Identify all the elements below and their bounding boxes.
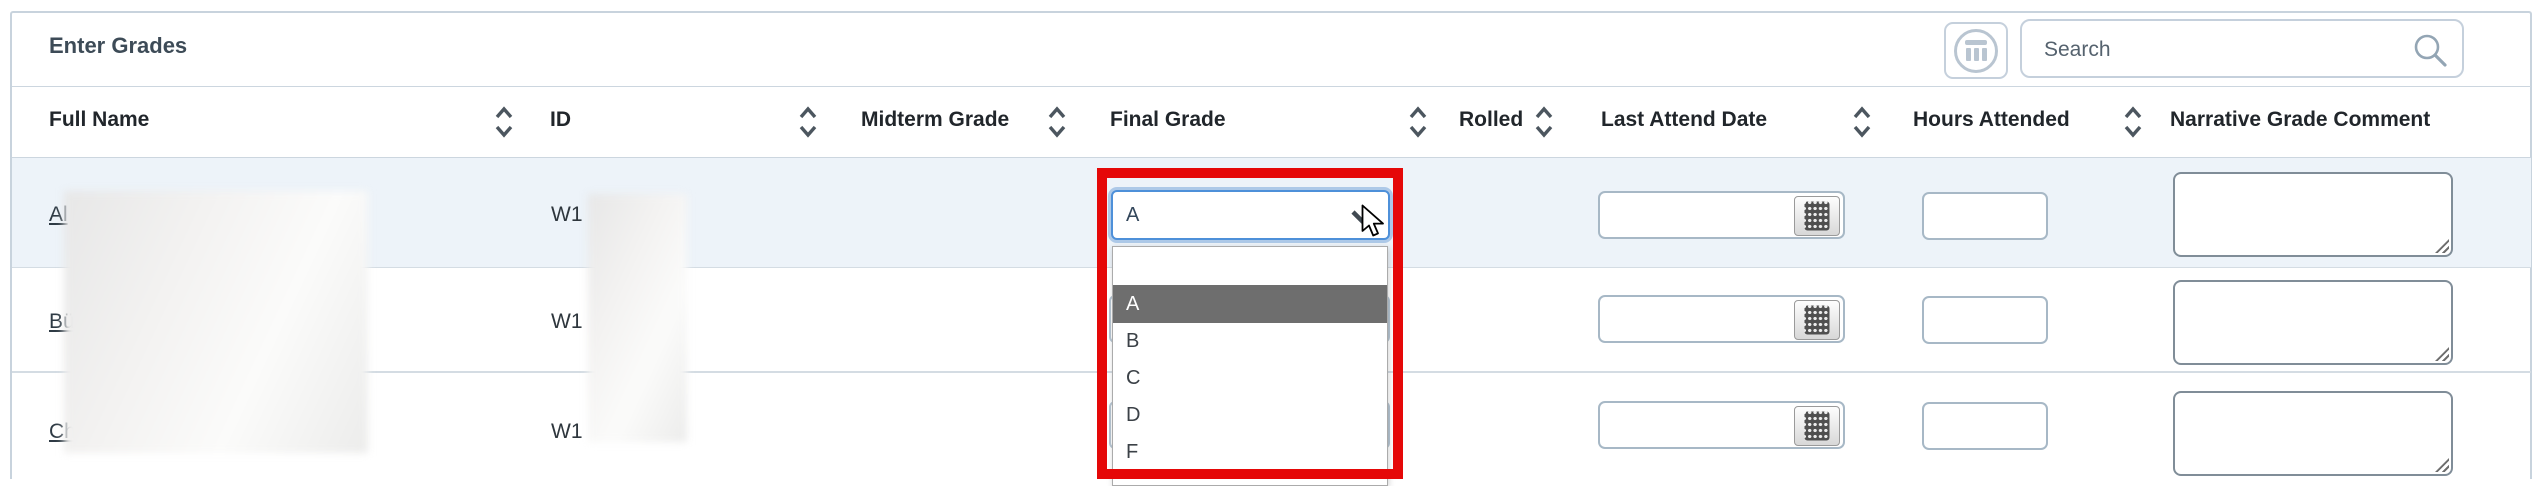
column-header-full-name[interactable]: Full Name bbox=[49, 108, 150, 131]
hours-attended-input[interactable] bbox=[1922, 296, 2048, 344]
column-header-final-grade[interactable]: Final Grade bbox=[1110, 108, 1226, 131]
column-header-midterm-grade[interactable]: Midterm Grade bbox=[861, 108, 1010, 131]
last-attend-date-field bbox=[1598, 401, 1845, 449]
column-header-id[interactable]: ID bbox=[550, 108, 571, 131]
sort-icon-last-attend-date[interactable] bbox=[1852, 104, 1872, 140]
calendar-button[interactable] bbox=[1794, 196, 1840, 236]
final-grade-dropdown-list: A B C D F bbox=[1112, 246, 1388, 486]
columns-icon bbox=[1954, 28, 1998, 73]
sort-icon-hours-attended[interactable] bbox=[2123, 104, 2143, 140]
header-divider bbox=[12, 157, 2531, 158]
selected-grade-value: A bbox=[1126, 204, 1140, 226]
redacted-names-block bbox=[64, 191, 368, 453]
grade-option-b[interactable]: B bbox=[1126, 330, 1140, 352]
hours-attended-input[interactable] bbox=[1922, 402, 2048, 450]
narrative-comment-textarea[interactable] bbox=[2173, 172, 2453, 257]
search-box bbox=[2020, 19, 2464, 78]
search-input[interactable] bbox=[2042, 23, 2406, 76]
grade-option-f[interactable]: F bbox=[1126, 441, 1139, 463]
final-grade-select-open[interactable]: A bbox=[1111, 190, 1390, 240]
calendar-button[interactable] bbox=[1794, 406, 1840, 446]
page-title: Enter Grades bbox=[49, 33, 188, 58]
column-header-last-attend-date[interactable]: Last Attend Date bbox=[1601, 108, 1768, 131]
narrative-comment-textarea[interactable] bbox=[2173, 280, 2453, 365]
grade-option-blank[interactable] bbox=[1113, 247, 1387, 285]
sort-icon-id[interactable] bbox=[798, 104, 818, 140]
grade-option-c[interactable]: C bbox=[1126, 367, 1141, 389]
column-header-rolled[interactable]: Rolled bbox=[1459, 108, 1524, 131]
sort-icon-final-grade[interactable] bbox=[1408, 104, 1428, 140]
calendar-icon bbox=[1804, 305, 1830, 335]
student-id: W1 bbox=[551, 420, 583, 443]
last-attend-date-input[interactable] bbox=[1610, 299, 1794, 341]
calendar-button[interactable] bbox=[1794, 300, 1840, 340]
grade-option-a[interactable]: A bbox=[1113, 285, 1387, 323]
sort-icon-midterm-grade[interactable] bbox=[1047, 104, 1067, 140]
redacted-ids-block bbox=[588, 194, 687, 442]
grade-option-d[interactable]: D bbox=[1126, 404, 1141, 426]
narrative-comment-textarea[interactable] bbox=[2173, 391, 2453, 476]
last-attend-date-input[interactable] bbox=[1610, 195, 1794, 237]
dropdown-arrow-icon bbox=[1351, 210, 1373, 224]
column-settings-button[interactable] bbox=[1944, 22, 2008, 79]
last-attend-date-field bbox=[1598, 191, 1845, 239]
hours-attended-input[interactable] bbox=[1922, 192, 2048, 240]
sort-icon-rolled[interactable] bbox=[1534, 104, 1554, 140]
calendar-icon bbox=[1804, 201, 1830, 231]
student-name-link[interactable]: Al bbox=[49, 203, 68, 226]
titlebar-divider bbox=[12, 86, 2531, 87]
column-header-narrative-grade-comment: Narrative Grade Comment bbox=[2170, 108, 2431, 131]
search-icon[interactable] bbox=[2412, 32, 2448, 73]
student-id: W1 bbox=[551, 203, 583, 226]
last-attend-date-input[interactable] bbox=[1610, 405, 1794, 447]
sort-icon-full-name[interactable] bbox=[494, 104, 514, 140]
calendar-icon bbox=[1804, 411, 1830, 441]
student-id: W1 bbox=[551, 310, 583, 333]
column-header-hours-attended[interactable]: Hours Attended bbox=[1913, 108, 2070, 131]
last-attend-date-field bbox=[1598, 295, 1845, 343]
